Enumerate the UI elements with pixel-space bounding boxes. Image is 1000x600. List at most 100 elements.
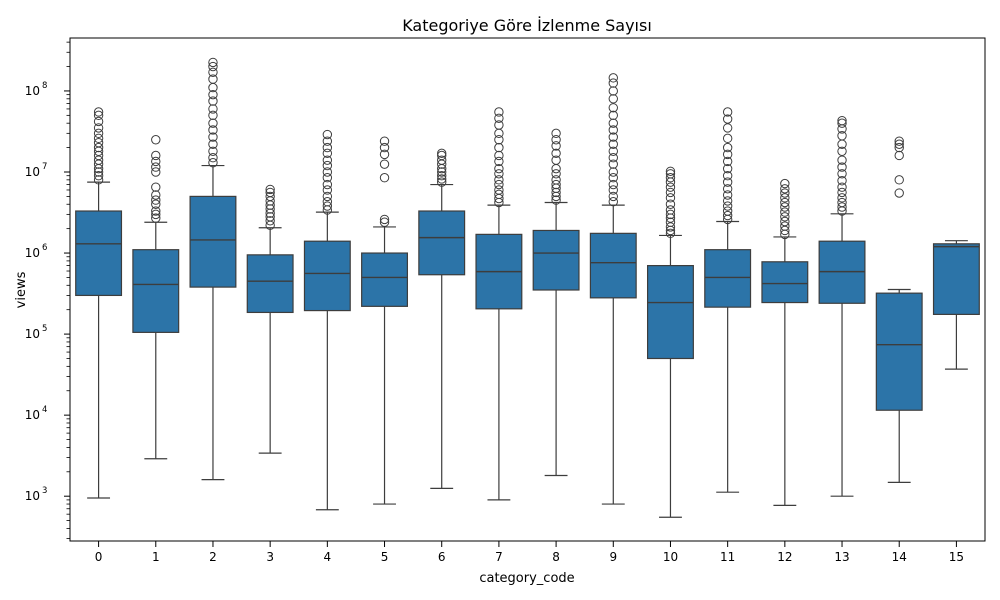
outlier-point xyxy=(780,207,790,217)
outlier-point xyxy=(322,179,333,190)
x-tick-label: 2 xyxy=(209,550,217,564)
outlier-point xyxy=(780,212,790,222)
outlier-point xyxy=(837,202,847,212)
outlier-point xyxy=(494,163,504,174)
outlier-point xyxy=(722,142,733,153)
outlier-point xyxy=(208,125,218,135)
outlier-point xyxy=(608,185,618,195)
y-tick-label: 10 xyxy=(25,489,40,503)
box-iqr xyxy=(418,210,466,276)
outlier-point xyxy=(322,129,333,140)
outlier-point xyxy=(837,146,847,157)
box-category-10 xyxy=(646,166,694,518)
box-iqr xyxy=(246,254,294,314)
outlier-point xyxy=(208,153,218,163)
outlier-point xyxy=(837,176,847,186)
x-tick-label: 5 xyxy=(381,550,389,564)
outlier-point xyxy=(551,163,561,174)
x-tick-label: 8 xyxy=(552,550,560,564)
outlier-point xyxy=(894,188,904,198)
outlier-point xyxy=(379,136,390,146)
outlier-point xyxy=(551,128,561,139)
box-category-9 xyxy=(589,73,637,505)
outlier-point xyxy=(722,133,733,144)
outlier-point xyxy=(151,190,161,200)
outlier-point xyxy=(722,201,733,211)
outlier-point xyxy=(608,167,618,177)
outlier-point xyxy=(208,96,218,106)
plot-frame xyxy=(69,37,986,542)
outlier-point xyxy=(551,187,561,198)
outlier-point xyxy=(208,110,218,121)
outlier-point xyxy=(837,131,847,141)
outlier-point xyxy=(93,137,104,148)
outlier-point xyxy=(608,78,618,88)
box-iqr xyxy=(189,195,237,288)
outlier-point xyxy=(208,139,218,149)
outlier-point xyxy=(608,146,618,157)
x-tick-label: 4 xyxy=(324,550,332,564)
outlier-point xyxy=(780,202,790,212)
outlier-point xyxy=(151,156,161,167)
box-category-7 xyxy=(475,107,523,501)
outlier-point xyxy=(265,216,275,226)
outlier-point xyxy=(93,175,104,185)
outlier-point xyxy=(437,150,447,161)
outlier-point xyxy=(208,61,218,72)
outlier-point xyxy=(93,150,104,161)
box-category-6 xyxy=(418,148,466,489)
x-tick-label: 3 xyxy=(266,550,274,564)
outlier-point xyxy=(208,158,218,168)
box-iqr xyxy=(646,264,694,360)
outlier-point xyxy=(837,182,847,192)
outlier-point xyxy=(322,191,333,202)
outlier-point xyxy=(379,159,390,169)
outlier-point xyxy=(665,169,676,179)
outlier-point xyxy=(665,217,676,227)
box-iqr xyxy=(761,261,809,304)
box-category-8 xyxy=(532,128,580,477)
outlier-point xyxy=(665,166,676,176)
outlier-point xyxy=(722,171,733,181)
outlier-point xyxy=(780,197,790,208)
y-tick-label: 10 xyxy=(25,408,40,422)
x-tick-label: 6 xyxy=(438,550,446,564)
outlier-point xyxy=(494,179,504,190)
outlier-point xyxy=(722,123,733,133)
box-iqr xyxy=(704,249,752,308)
outlier-point xyxy=(93,110,104,121)
outlier-point xyxy=(665,193,676,203)
outlier-point xyxy=(151,135,161,145)
outlier-point xyxy=(722,210,733,221)
outlier-point xyxy=(151,150,161,161)
outlier-point xyxy=(722,114,733,124)
outlier-point xyxy=(722,156,733,167)
outlier-point xyxy=(437,167,447,177)
outlier-point xyxy=(265,191,275,202)
outlier-point xyxy=(322,142,333,153)
outlier-point xyxy=(780,193,790,203)
outlier-point xyxy=(208,89,218,100)
outlier-point xyxy=(208,74,218,84)
outlier-point xyxy=(208,118,218,128)
outlier-point xyxy=(551,155,561,165)
y-tick-label: 10 xyxy=(25,327,40,341)
outlier-point xyxy=(208,57,218,68)
outlier-point xyxy=(894,139,904,149)
outlier-point xyxy=(551,135,561,145)
y-tick-label: 10 xyxy=(25,84,40,98)
outlier-point xyxy=(780,184,790,194)
outlier-point xyxy=(608,73,618,83)
outlier-point xyxy=(780,178,790,189)
outlier-point xyxy=(151,162,161,172)
box-iqr xyxy=(932,243,980,315)
outlier-point xyxy=(494,113,504,123)
outlier-point xyxy=(494,175,504,185)
box-iqr xyxy=(589,232,637,299)
outlier-point xyxy=(437,155,447,165)
outlier-point xyxy=(608,159,618,169)
box-category-12 xyxy=(761,178,809,506)
x-axis-label: category_code xyxy=(479,571,574,586)
outlier-point xyxy=(494,156,504,167)
x-tick-label: 9 xyxy=(609,550,617,564)
